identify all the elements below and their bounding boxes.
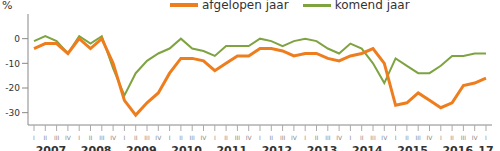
svg-text:2015: 2015 [397,144,428,151]
svg-text:2011: 2011 [216,144,247,151]
svg-text:III: III [280,134,286,141]
svg-text:I: I [485,134,487,141]
svg-text:-30: -30 [8,108,20,118]
svg-text:2012: 2012 [262,144,293,151]
svg-text:III: III [54,134,60,141]
svg-text:II: II [89,134,93,141]
svg-text:IV: IV [110,134,117,141]
svg-text:2007: 2007 [36,144,67,151]
svg-text:IV: IV [472,134,479,141]
svg-text:IV: IV [336,134,343,141]
svg-text:II: II [360,134,364,141]
svg-text:III: III [461,134,467,141]
svg-text:I: I [33,134,35,141]
svg-text:I: I [395,134,397,141]
svg-text:II: II [315,134,319,141]
svg-text:IV: IV [155,134,162,141]
svg-text:I: I [169,134,171,141]
svg-text:II: II [224,134,228,141]
svg-text:III: III [325,134,331,141]
svg-text:IV: IV [201,134,208,141]
svg-text:I: I [440,134,442,141]
svg-text:2010: 2010 [171,144,202,151]
svg-text:I: I [259,134,261,141]
svg-text:IV: IV [427,134,434,141]
svg-text:II: II [270,134,274,141]
svg-text:2013: 2013 [307,144,338,151]
svg-text:IV: IV [246,134,253,141]
svg-text:III: III [99,134,105,141]
svg-text:2016: 2016 [442,144,473,151]
svg-text:0: 0 [14,34,20,44]
svg-text:17: 17 [478,144,492,151]
svg-text:II: II [134,134,138,141]
svg-text:I: I [214,134,216,141]
svg-text:II: II [44,134,48,141]
svg-text:III: III [144,134,150,141]
svg-text:III: III [235,134,241,141]
svg-text:-20: -20 [8,83,20,93]
svg-text:IV: IV [65,134,72,141]
svg-text:2009: 2009 [126,144,157,151]
svg-text:II: II [405,134,409,141]
svg-text:I: I [124,134,126,141]
svg-text:IV: IV [291,134,298,141]
svg-text:III: III [190,134,196,141]
svg-text:I: I [304,134,306,141]
svg-text:IV: IV [381,134,388,141]
svg-text:-10: -10 [8,59,20,69]
svg-text:II: II [179,134,183,141]
svg-text:I: I [78,134,80,141]
svg-text:2008: 2008 [81,144,112,151]
svg-text:II: II [450,134,454,141]
svg-text:III: III [370,134,376,141]
svg-text:I: I [350,134,352,141]
svg-text:2014: 2014 [352,144,383,151]
svg-text:III: III [416,134,422,141]
